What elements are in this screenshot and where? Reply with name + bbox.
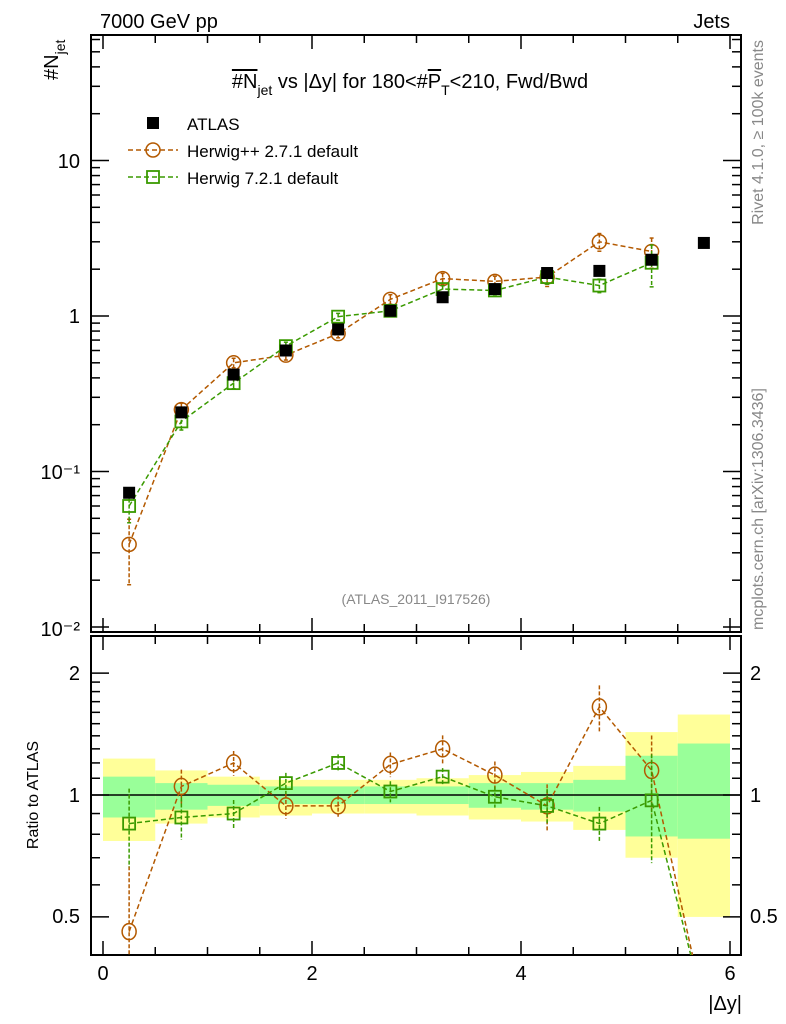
legend-marker-atlas (147, 117, 159, 129)
ylabel-sub: jet (52, 40, 68, 56)
ratio-ytick-label: 2 (69, 663, 80, 685)
atlas-point (332, 323, 345, 336)
herwigpp-ratio-point (278, 797, 294, 815)
herwigpp-point (591, 234, 608, 250)
title-p-sub: T (441, 82, 450, 98)
herwigpp-ratio-point (225, 754, 242, 772)
atlas-point (488, 283, 501, 296)
ytick-label: 10⁻¹ (41, 462, 81, 484)
herwig7-ratio-point (278, 776, 293, 790)
atlas-point (279, 344, 292, 357)
atlas-point (436, 291, 449, 304)
plot-title: #Njet vs |Δy| for 180<#PT<210, Fwd/Bwd (232, 71, 588, 98)
herwig7-ratio-point (487, 789, 502, 804)
herwig7-ratio-point (174, 810, 189, 825)
herwigpp-line (128, 241, 652, 545)
legend-marker-herwigpp (145, 142, 161, 158)
legend-marker-herwig7 (146, 170, 160, 184)
herwig7-point (592, 278, 607, 293)
svg-text:#Njet vs |Δy| for 180<#PT<210,: #Njet vs |Δy| for 180<#PT<210, Fwd/Bwd (232, 71, 588, 98)
herwigpp-ratio-point (173, 777, 190, 796)
header-left: 7000 GeV pp (100, 11, 218, 33)
herwigpp-ratio-point (121, 922, 137, 941)
ratio-ytick-label: 0.5 (52, 906, 80, 928)
herwig7-ratio-point (226, 806, 241, 821)
atlas-point (645, 253, 658, 266)
xtick-label: 4 (515, 963, 526, 985)
atlas-point (227, 368, 240, 381)
herwigpp-point (121, 536, 137, 553)
herwig7-ratio-point (435, 769, 450, 784)
herwigpp-ratio-point (487, 766, 503, 784)
herwig7-ratio-point (383, 784, 398, 799)
title-mid: vs |Δy| for 180<# (272, 71, 428, 93)
ratio-band-inner (677, 743, 730, 839)
herwigpp-ratio-point (591, 698, 608, 716)
herwig7-ratio-point (592, 816, 607, 831)
xtick-label: 6 (724, 963, 735, 985)
xtick-label: 0 (97, 963, 108, 985)
herwigpp-ratio-point (330, 797, 346, 815)
title-n-sub: jet (256, 82, 272, 98)
ytick-label: 10⁻² (41, 619, 81, 641)
atlas-point (593, 264, 606, 277)
herwig7-ratio-point (331, 756, 346, 770)
rivet-label: Rivet 4.1.0, ≥ 100k events (750, 40, 767, 225)
atlas-point (175, 406, 188, 419)
ratio-series (121, 685, 694, 955)
title-p: P (428, 71, 441, 93)
title-end: <210, Fwd/Bwd (450, 71, 588, 93)
herwigpp-ratio-point (434, 740, 451, 758)
atlas-point (384, 304, 397, 317)
atlas-point (697, 236, 710, 249)
x-axis-label: |Δy| (708, 993, 742, 1015)
y-axis-label-ratio: Ratio to ATLAS (25, 741, 42, 849)
herwig7-ratio-point (644, 793, 659, 808)
herwig7-ratio-line (129, 762, 692, 955)
ratio-ytick-label: 1 (69, 785, 80, 807)
ytick-label: 1 (69, 306, 80, 328)
ratio-ytick-label-right: 1 (750, 785, 761, 807)
ratio-ytick-label-right: 0.5 (750, 906, 778, 928)
analysis-watermark: (ATLAS_2011_I917526) (342, 591, 491, 607)
mcplots-label: mcplots.cern.ch [arXiv:1306.3436] (750, 388, 767, 630)
atlas-point (541, 267, 554, 280)
legend-label-herwigpp: Herwig++ 2.7.1 default (187, 142, 358, 161)
atlas-point (123, 486, 136, 499)
legend-label-atlas: ATLAS (187, 115, 240, 134)
herwigpp-ratio-point (382, 755, 399, 774)
legend: ATLAS Herwig++ 2.7.1 default Herwig 7.2.… (187, 115, 358, 188)
herwig7-ratio-point (122, 816, 137, 831)
herwig7-point (122, 499, 137, 513)
legend-label-herwig7: Herwig 7.2.1 default (187, 169, 338, 188)
herwigpp-ratio-line (128, 705, 694, 955)
xtick-label: 2 (306, 963, 317, 985)
herwig7-point (331, 309, 346, 324)
svg-text:#Njet: #Njet (41, 40, 68, 80)
header-right: Jets (693, 11, 730, 33)
ylabel-n: #N (41, 54, 63, 80)
ratio-ytick-label-right: 2 (750, 663, 761, 685)
title-n: #N (232, 71, 258, 93)
y-axis-label-main: #Njet (41, 40, 68, 80)
herwig7-ratio-point (540, 798, 555, 813)
ytick-label: 10 (58, 151, 80, 173)
